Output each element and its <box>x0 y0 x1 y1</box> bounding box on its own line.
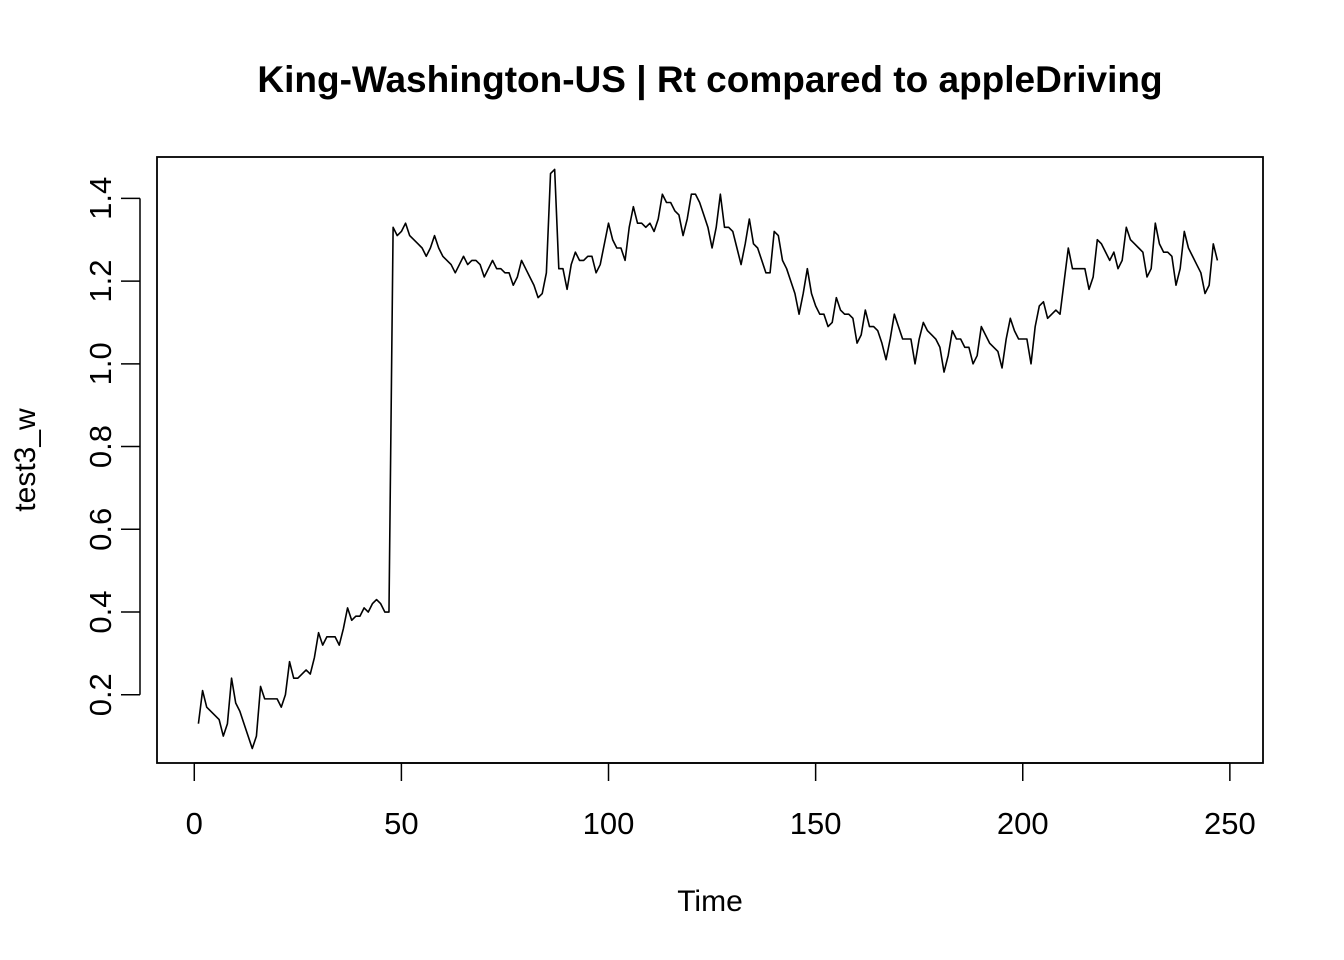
x-tick-label: 100 <box>583 806 635 841</box>
x-tick-label: 150 <box>790 806 842 841</box>
y-tick-label: 0.8 <box>83 425 118 468</box>
y-tick-label: 1.4 <box>83 177 118 220</box>
y-tick-label: 1.0 <box>83 342 118 385</box>
x-tick-label: 50 <box>384 806 418 841</box>
y-axis: 0.2 0.4 0.6 0.8 1.0 1.2 1.4 <box>83 177 141 716</box>
x-axis: 0 50 100 150 200 250 <box>186 762 1256 841</box>
y-tick-label: 0.2 <box>83 673 118 716</box>
x-axis-label: Time <box>677 885 743 918</box>
y-tick-label: 0.6 <box>83 508 118 551</box>
y-tick-label: 0.4 <box>83 590 118 633</box>
y-axis-label: test3_w <box>9 408 42 512</box>
y-tick-label: 1.2 <box>83 260 118 303</box>
x-tick-label: 200 <box>997 806 1049 841</box>
chart-title: King-Washington-US | Rt compared to appl… <box>257 59 1162 101</box>
x-tick-label: 250 <box>1204 806 1256 841</box>
x-tick-label: 0 <box>186 806 203 841</box>
series-layer <box>197 168 1219 750</box>
series-line <box>197 168 1219 750</box>
